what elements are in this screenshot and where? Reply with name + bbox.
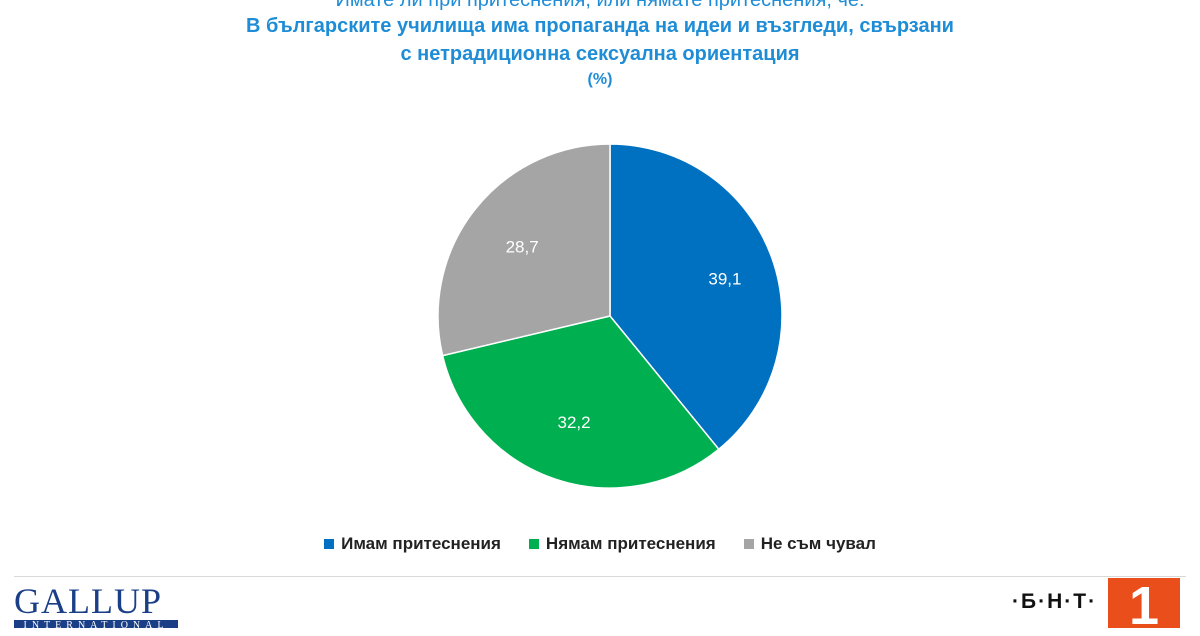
data-label-not-heard: 28,7 <box>506 238 539 257</box>
legend-label-worried: Имам притеснения <box>341 534 501 553</box>
gallup-logo-subtitle: INTERNATIONAL <box>14 620 178 628</box>
gallup-international-logo: GALLUP INTERNATIONAL <box>14 584 178 628</box>
survey-question: Имате ли при притеснения, или нямате при… <box>335 0 865 11</box>
legend-swatch-not-worried <box>528 539 539 549</box>
chart-header: Имате ли при притеснения, или нямате при… <box>0 0 1200 92</box>
legend-item-not-worried: Нямам притеснения <box>528 534 716 554</box>
chart-unit: (%) <box>587 71 613 88</box>
legend-swatch-worried <box>324 539 335 549</box>
legend-label-not-heard: Не съм чувал <box>760 534 876 553</box>
legend-swatch-not-heard <box>743 539 754 549</box>
data-label-worried: 39,1 <box>708 269 741 288</box>
data-label-not-worried: 32,2 <box>558 413 591 432</box>
chart-legend: Имам притеснения Нямам притеснения Не съ… <box>0 534 1200 554</box>
legend-item-worried: Имам притеснения <box>324 534 501 554</box>
chart-title: В българските училища има пропаганда на … <box>246 15 954 65</box>
gallup-logo-wordmark: GALLUP <box>14 584 162 621</box>
bnt-logo-number: 1 <box>1108 578 1180 634</box>
footer-divider <box>14 576 1186 577</box>
pie-slice-not-heard <box>437 143 611 357</box>
pie-slice-worried <box>609 143 783 451</box>
legend-item-not-heard: Не съм чувал <box>743 534 876 554</box>
bnt-logo-text: ·Б·Н·Т· <box>1012 590 1098 613</box>
bnt1-logo: ·Б·Н·Т· 1 <box>1012 578 1200 634</box>
legend-label-not-worried: Нямам притеснения <box>545 534 716 553</box>
pie-slice-not-worried <box>441 315 720 489</box>
